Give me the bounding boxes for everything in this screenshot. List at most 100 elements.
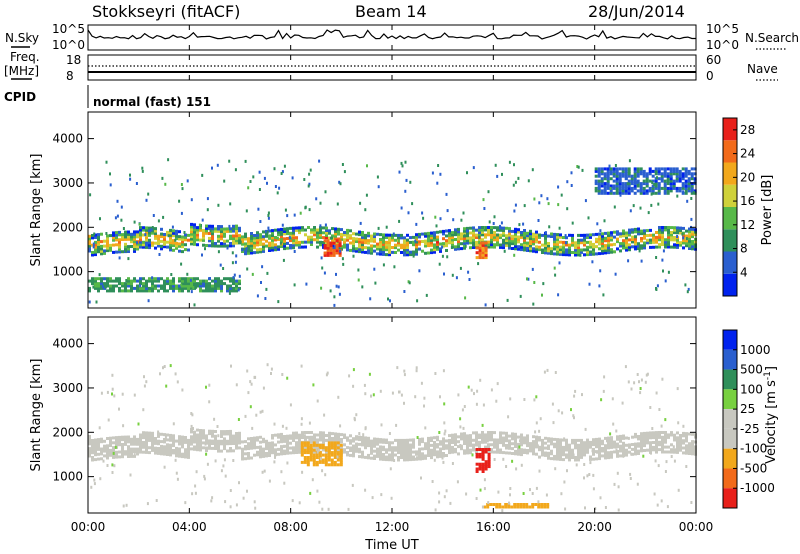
heat-cell (610, 250, 613, 254)
heat-cell (313, 230, 316, 234)
heat-cell (291, 176, 294, 180)
heat-cell (307, 435, 310, 439)
heat-cell (636, 169, 640, 173)
heat-cell (217, 439, 220, 443)
heat-cell (427, 449, 430, 453)
heat-cell (398, 219, 401, 223)
heat-cell (514, 440, 517, 444)
heat-cell (400, 233, 403, 237)
heat-cell (283, 439, 286, 443)
heat-cell (481, 226, 484, 229)
heat-cell (651, 186, 655, 190)
heat-cell (658, 448, 661, 452)
heat-cell (283, 247, 286, 251)
heat-cell (562, 450, 565, 454)
heat-cell (151, 231, 154, 235)
heat-cell (277, 435, 280, 439)
heat-cell (135, 182, 138, 185)
heat-cell (481, 230, 484, 234)
heat-cell (175, 446, 178, 450)
heat-cell (309, 446, 313, 450)
heat-cell (490, 230, 493, 234)
heat-cell (336, 453, 340, 457)
y-tick-label: 4000 (52, 337, 83, 351)
heat-cell (133, 237, 136, 241)
heat-cell (379, 252, 382, 256)
heat-cell (517, 450, 520, 454)
heat-cell (142, 441, 145, 444)
heat-cell (355, 445, 358, 448)
heat-cell (489, 503, 493, 506)
heat-cell (435, 224, 438, 228)
heat-cell (172, 451, 175, 455)
heat-cell (321, 507, 324, 511)
heat-cell (320, 286, 323, 290)
heat-cell (466, 239, 469, 243)
heat-cell (211, 446, 214, 450)
heat-cell (550, 437, 553, 441)
heat-cell (466, 231, 469, 235)
heat-cell (430, 238, 433, 242)
heat-cell (157, 289, 160, 293)
heat-cell (538, 245, 541, 249)
heat-cell (544, 248, 547, 252)
heat-cell (466, 226, 469, 230)
y-tick-label: 4000 (52, 132, 83, 146)
heat-cell (193, 242, 196, 246)
heat-cell (607, 241, 610, 245)
heat-cell (423, 396, 426, 400)
heat-cell (391, 448, 394, 452)
heat-cell (357, 268, 360, 272)
heat-cell (199, 228, 202, 232)
heat-cell (94, 236, 97, 239)
heat-cell (649, 241, 652, 245)
heat-cell (190, 198, 193, 202)
heat-cell (130, 237, 133, 241)
heat-cell (244, 242, 247, 246)
heat-cell (385, 441, 388, 444)
heat-cell (151, 282, 154, 286)
colorbar-swatch (723, 330, 737, 350)
cpid-label: CPID (4, 90, 36, 104)
heat-cell (475, 402, 478, 406)
heat-cell (679, 243, 682, 247)
heat-cell (106, 234, 109, 238)
heat-cell (323, 271, 326, 275)
heat-cell (194, 491, 197, 495)
heat-cell (163, 438, 166, 441)
heat-cell (463, 237, 466, 240)
heat-cell (646, 241, 649, 245)
heat-cell (604, 451, 607, 455)
heat-cell (175, 244, 178, 248)
heat-cell (449, 501, 452, 505)
heat-cell (511, 447, 514, 451)
heat-cell (448, 231, 451, 235)
heat-cell (335, 272, 337, 276)
heat-cell (434, 372, 437, 375)
heat-cell (595, 245, 598, 249)
heat-cell (202, 284, 205, 288)
heat-cell (451, 238, 454, 242)
heat-cell (666, 177, 670, 181)
heat-cell (661, 440, 664, 444)
heat-cell (304, 233, 307, 237)
heat-cell (244, 414, 247, 418)
heat-cell (104, 285, 107, 289)
heat-cell (604, 444, 607, 448)
heat-cell (312, 460, 316, 464)
heat-cell (475, 233, 478, 237)
heat-cell (663, 179, 667, 183)
heat-cell (355, 435, 358, 439)
heat-cell (224, 500, 227, 504)
heat-cell (160, 284, 163, 288)
heat-cell (150, 228, 153, 232)
heat-cell (169, 238, 172, 242)
heat-cell (430, 456, 433, 460)
heat-cell (676, 235, 679, 238)
heat-cell (249, 405, 252, 409)
heat-cell (127, 455, 130, 458)
heat-cell (361, 238, 364, 242)
heat-cell (601, 439, 604, 443)
heat-cell (333, 446, 337, 450)
heat-cell (577, 451, 580, 455)
